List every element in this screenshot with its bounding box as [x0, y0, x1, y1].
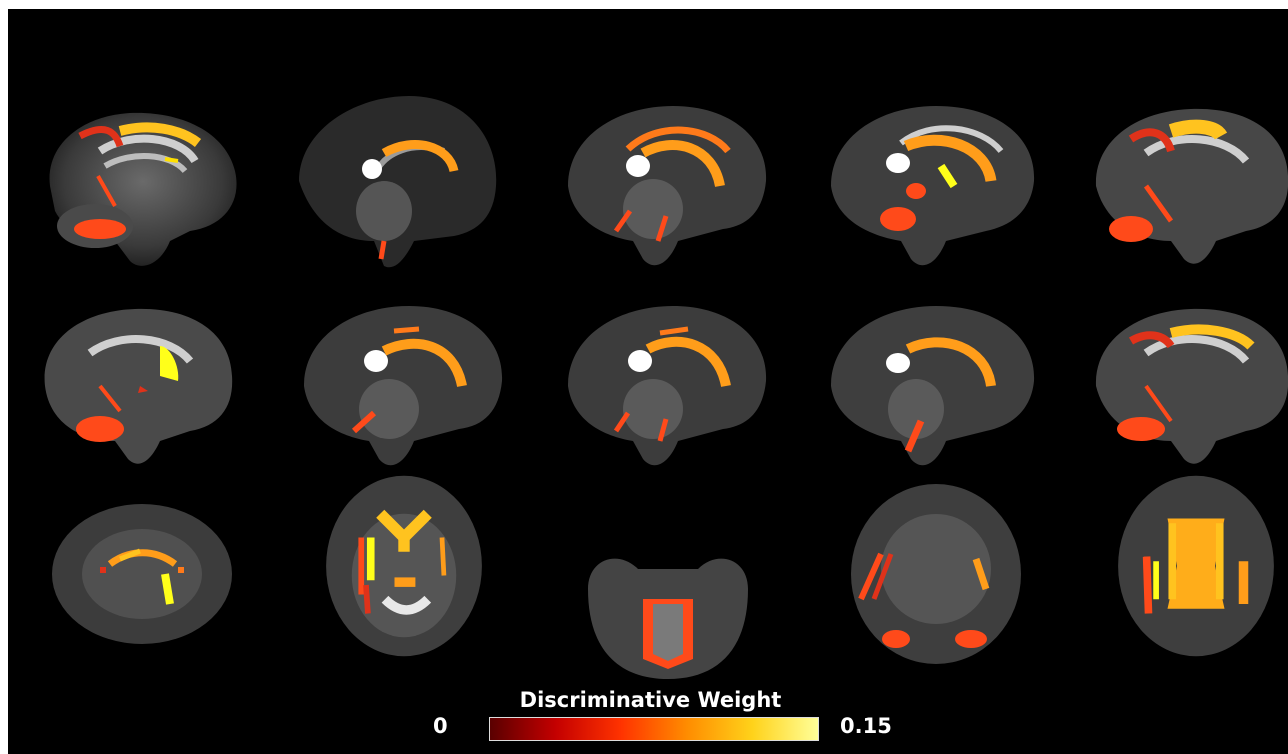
axial-slice-3-3: [548, 514, 788, 704]
sagittal-slice-2-2: [284, 291, 524, 481]
colorbar: [489, 717, 819, 741]
colorbar-min-label: 0: [433, 714, 448, 738]
sagittal-slice-2-3: [548, 291, 788, 481]
axial-slice-3-2: [284, 471, 524, 661]
colorbar-title: Discriminative Weight: [519, 688, 782, 712]
sagittal-slice-1-3: [548, 91, 788, 281]
sagittal-slice-1-2: [284, 91, 524, 281]
sagittal-slice-2-1: [20, 291, 260, 481]
sagittal-slice-1-5: [1076, 91, 1288, 281]
sagittal-slice-2-5: [1076, 291, 1288, 481]
axial-slice-3-4: [816, 479, 1056, 669]
axial-slice-3-1: [20, 479, 260, 669]
colorbar-max-label: 0.15: [840, 714, 892, 738]
sagittal-slice-2-4: [816, 291, 1056, 481]
axial-slice-3-5: [1076, 471, 1288, 661]
sagittal-slice-1-1: [20, 91, 260, 281]
figure-stage: Discriminative Weight 0 0.15: [8, 9, 1288, 754]
sagittal-slice-1-4: [816, 91, 1056, 281]
